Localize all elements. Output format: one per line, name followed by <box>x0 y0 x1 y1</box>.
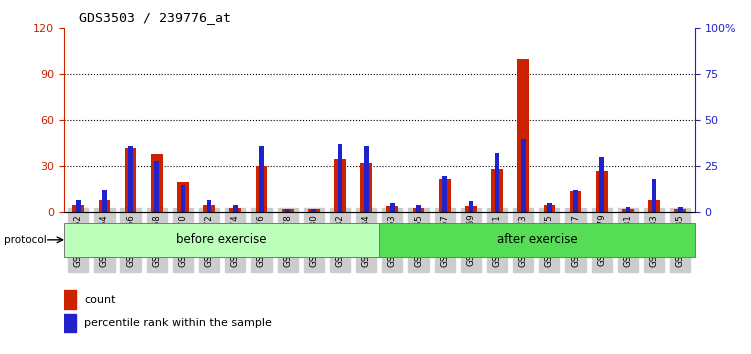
Bar <box>102 190 107 212</box>
Text: percentile rank within the sample: percentile rank within the sample <box>85 318 273 328</box>
Bar <box>678 207 683 212</box>
Bar <box>491 170 503 212</box>
Bar <box>207 200 212 212</box>
Bar <box>64 223 379 257</box>
Bar <box>439 179 451 212</box>
Bar <box>255 166 267 212</box>
Bar <box>596 171 608 212</box>
Bar <box>674 209 686 212</box>
Text: before exercise: before exercise <box>176 233 267 246</box>
Bar <box>547 203 552 212</box>
Bar <box>469 201 473 212</box>
Bar <box>465 206 477 212</box>
Bar <box>570 191 581 212</box>
Text: count: count <box>85 295 116 305</box>
Bar <box>412 208 424 212</box>
Bar <box>259 146 264 212</box>
Bar <box>128 146 133 212</box>
Text: after exercise: after exercise <box>496 233 578 246</box>
Bar <box>360 163 372 212</box>
Bar <box>648 200 660 212</box>
Bar <box>64 290 77 309</box>
Bar <box>233 205 237 212</box>
Text: GDS3503 / 239776_at: GDS3503 / 239776_at <box>79 11 231 24</box>
Bar <box>64 314 77 332</box>
Bar <box>599 157 604 212</box>
Bar <box>282 209 294 212</box>
Bar <box>312 209 316 212</box>
Bar <box>517 59 529 212</box>
Bar <box>390 203 395 212</box>
Bar <box>151 154 163 212</box>
Bar <box>285 209 290 212</box>
Bar <box>442 176 447 212</box>
Bar <box>72 205 84 212</box>
Bar <box>180 185 185 212</box>
Bar <box>521 139 526 212</box>
Bar <box>622 209 634 212</box>
Bar <box>495 154 499 212</box>
Bar <box>76 200 80 212</box>
Bar <box>204 205 215 212</box>
Bar <box>229 208 241 212</box>
Bar <box>573 190 578 212</box>
Bar <box>416 205 421 212</box>
Bar <box>652 179 656 212</box>
Bar <box>387 206 398 212</box>
Bar <box>626 207 630 212</box>
Bar <box>363 146 369 212</box>
Bar <box>308 209 320 212</box>
Bar <box>338 144 342 212</box>
Bar <box>334 159 346 212</box>
Bar <box>379 223 695 257</box>
Bar <box>125 148 137 212</box>
Bar <box>544 205 555 212</box>
Bar <box>98 200 110 212</box>
Bar <box>155 161 159 212</box>
Text: protocol: protocol <box>4 235 47 245</box>
Bar <box>177 182 189 212</box>
